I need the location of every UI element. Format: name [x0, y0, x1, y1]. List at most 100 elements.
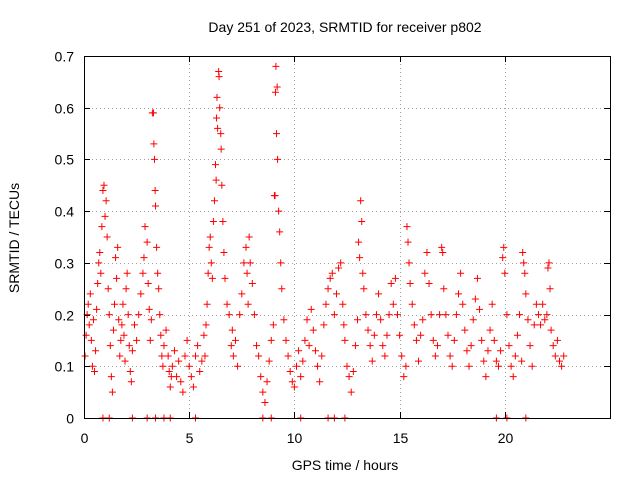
- data-point: [119, 300, 127, 308]
- data-point: [532, 300, 540, 308]
- data-point: [442, 311, 450, 319]
- data-point: [284, 352, 292, 360]
- data-point: [92, 347, 100, 355]
- plot-frame: [84, 56, 611, 419]
- data-point: [556, 357, 564, 365]
- data-point: [351, 342, 359, 350]
- data-point: [463, 347, 471, 355]
- data-point: [421, 269, 429, 277]
- data-point: [436, 311, 444, 319]
- data-point: [196, 367, 204, 375]
- data-point: [113, 274, 121, 282]
- data-point: [135, 311, 143, 319]
- data-point: [398, 352, 406, 360]
- data-point: [192, 352, 200, 360]
- data-point: [228, 326, 236, 334]
- data-point: [240, 259, 248, 267]
- data-point: [214, 124, 222, 132]
- data-point: [100, 181, 108, 189]
- data-point: [359, 269, 367, 277]
- data-point: [212, 176, 220, 184]
- data-point: [425, 280, 433, 288]
- data-point: [521, 269, 529, 277]
- data-point: [385, 311, 393, 319]
- data-point: [127, 378, 135, 386]
- data-point: [537, 321, 545, 329]
- data-point: [216, 104, 224, 112]
- data-point: [156, 311, 164, 319]
- data-point: [375, 290, 383, 298]
- grid-lines: [84, 56, 610, 418]
- data-point: [105, 311, 113, 319]
- data-point: [210, 197, 218, 205]
- data-point: [217, 145, 225, 153]
- data-point: [102, 197, 110, 205]
- data-point: [158, 352, 166, 360]
- data-point: [104, 285, 112, 293]
- data-point: [423, 249, 431, 257]
- data-point: [145, 305, 153, 313]
- data-point: [492, 357, 500, 365]
- data-point: [128, 347, 136, 355]
- data-point: [347, 388, 355, 396]
- data-point: [87, 336, 95, 344]
- data-point: [299, 357, 307, 365]
- data-point: [215, 73, 223, 81]
- data-point: [349, 367, 357, 375]
- data-point: [341, 336, 349, 344]
- data-point: [153, 243, 161, 251]
- data-point: [159, 362, 167, 370]
- data-point: [103, 233, 111, 241]
- data-point: [364, 326, 372, 334]
- data-point: [253, 342, 261, 350]
- data-point: [526, 342, 534, 350]
- data-point: [108, 388, 116, 396]
- data-point: [133, 336, 141, 344]
- data-point: [433, 342, 441, 350]
- data-point: [231, 336, 239, 344]
- data-point: [303, 316, 311, 324]
- data-point: [86, 290, 94, 298]
- data-point: [213, 93, 221, 101]
- data-point: [137, 290, 145, 298]
- data-point: [439, 249, 447, 257]
- data-point: [320, 321, 328, 329]
- data-point: [185, 362, 193, 370]
- data-point: [257, 373, 265, 381]
- data-point: [271, 192, 279, 200]
- data-point: [368, 357, 376, 365]
- data-point: [324, 285, 332, 293]
- data-point: [546, 285, 554, 293]
- data-point: [88, 362, 96, 370]
- data-point: [547, 326, 555, 334]
- data-point: [218, 181, 226, 189]
- data-point: [541, 316, 549, 324]
- data-point: [154, 269, 162, 277]
- data-point: [459, 300, 467, 308]
- data-point: [469, 316, 477, 324]
- data-point: [354, 316, 362, 324]
- data-point: [366, 342, 374, 350]
- data-point: [125, 342, 133, 350]
- data-point: [478, 336, 486, 344]
- data-point: [370, 331, 378, 339]
- data-point: [322, 300, 330, 308]
- y-tick-label: 0.4: [55, 204, 75, 220]
- data-point: [201, 352, 209, 360]
- data-point: [543, 311, 551, 319]
- y-tick-label: 0.7: [55, 49, 75, 65]
- data-point: [482, 373, 490, 381]
- data-point: [318, 352, 326, 360]
- data-point: [528, 362, 536, 370]
- data-point: [307, 305, 315, 313]
- data-point: [488, 300, 496, 308]
- data-point: [115, 316, 123, 324]
- data-point: [360, 285, 368, 293]
- data-point: [389, 300, 397, 308]
- data-point: [362, 311, 370, 319]
- data-point: [499, 254, 507, 262]
- data-point: [295, 347, 303, 355]
- data-point: [244, 300, 252, 308]
- data-point: [209, 217, 217, 225]
- data-point: [467, 342, 475, 350]
